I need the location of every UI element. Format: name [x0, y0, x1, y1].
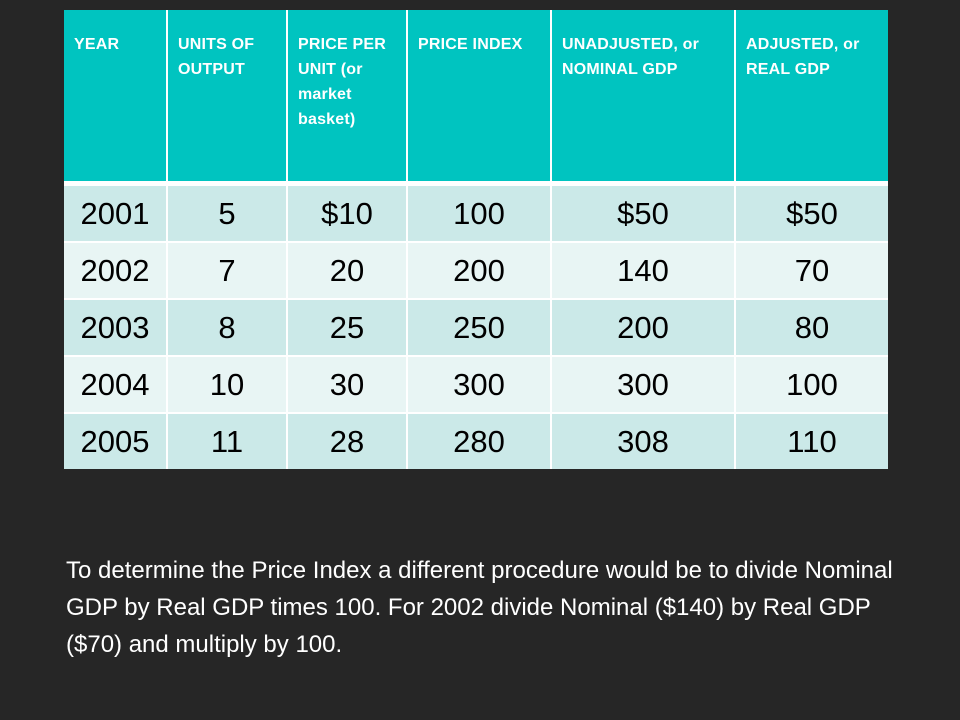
cell-year: 2003: [64, 298, 168, 355]
cell-year: 2005: [64, 412, 168, 469]
cell-nominal-gdp: 200: [552, 298, 736, 355]
cell-price: $10: [288, 184, 408, 241]
cell-price-index: 300: [408, 355, 552, 412]
header-price-index: PRICE INDEX: [408, 10, 552, 184]
cell-price-index: 250: [408, 298, 552, 355]
cell-units: 7: [168, 241, 288, 298]
cell-price-index: 280: [408, 412, 552, 469]
header-real-gdp: ADJUSTED, or REAL GDP: [736, 10, 888, 184]
cell-price: 20: [288, 241, 408, 298]
header-year: YEAR: [64, 10, 168, 184]
header-price-per-unit: PRICE PER UNIT (or market basket): [288, 10, 408, 184]
table-row: 2002 7 20 200 140 70: [64, 241, 888, 298]
table-row: 2004 10 30 300 300 100: [64, 355, 888, 412]
header-units-of-output: UNITS OF OUTPUT: [168, 10, 288, 184]
cell-nominal-gdp: 300: [552, 355, 736, 412]
cell-year: 2002: [64, 241, 168, 298]
gdp-table: YEAR UNITS OF OUTPUT PRICE PER UNIT (or …: [64, 10, 888, 469]
cell-nominal-gdp: $50: [552, 184, 736, 241]
table-row: 2005 11 28 280 308 110: [64, 412, 888, 469]
cell-real-gdp: 100: [736, 355, 888, 412]
cell-nominal-gdp: 308: [552, 412, 736, 469]
table-row: 2001 5 $10 100 $50 $50: [64, 184, 888, 241]
cell-units: 11: [168, 412, 288, 469]
cell-real-gdp: 80: [736, 298, 888, 355]
table-row: 2003 8 25 250 200 80: [64, 298, 888, 355]
cell-units: 10: [168, 355, 288, 412]
cell-price-index: 100: [408, 184, 552, 241]
cell-price: 25: [288, 298, 408, 355]
explanation-text: To determine the Price Index a different…: [66, 557, 893, 658]
cell-real-gdp: 70: [736, 241, 888, 298]
cell-nominal-gdp: 140: [552, 241, 736, 298]
cell-real-gdp: 110: [736, 412, 888, 469]
cell-year: 2001: [64, 184, 168, 241]
cell-real-gdp: $50: [736, 184, 888, 241]
cell-units: 5: [168, 184, 288, 241]
cell-price: 30: [288, 355, 408, 412]
header-nominal-gdp: UNADJUSTED, or NOMINAL GDP: [552, 10, 736, 184]
cell-year: 2004: [64, 355, 168, 412]
cell-price-index: 200: [408, 241, 552, 298]
cell-units: 8: [168, 298, 288, 355]
table-header-row: YEAR UNITS OF OUTPUT PRICE PER UNIT (or …: [64, 10, 888, 184]
cell-price: 28: [288, 412, 408, 469]
